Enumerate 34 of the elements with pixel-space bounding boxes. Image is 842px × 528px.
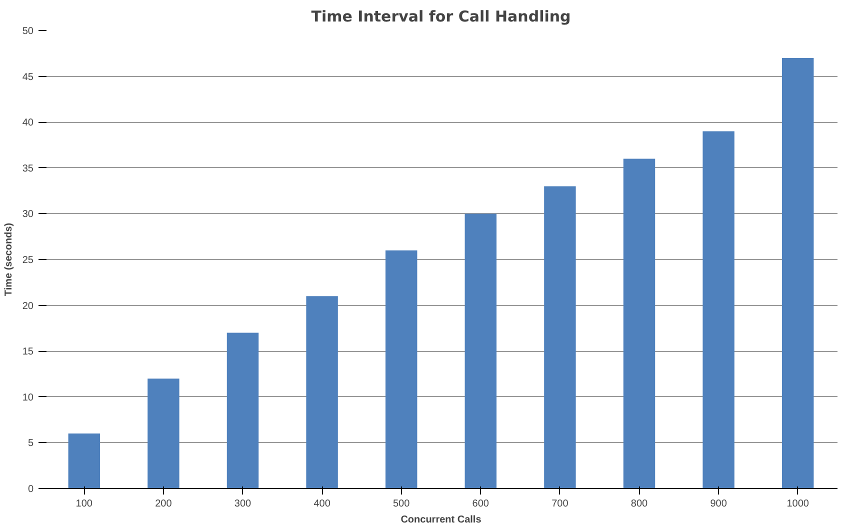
x-tick-label: 700 [552, 498, 569, 510]
y-tick-label: 35 [22, 163, 34, 174]
bar [148, 378, 180, 488]
bar [464, 214, 497, 488]
x-tick-label: 1000 [786, 498, 810, 510]
x-tick-label: 900 [710, 498, 728, 510]
x-tick-label: 600 [472, 498, 490, 510]
bar [702, 131, 734, 488]
y-tick-label: 15 [22, 346, 34, 358]
bar [306, 296, 338, 488]
y-tick-label: 0 [28, 484, 34, 495]
x-tick-label: 300 [234, 498, 252, 510]
x-tick-label: 500 [393, 498, 410, 510]
y-tick-label: 10 [22, 392, 34, 404]
y-tick-label: 40 [22, 118, 34, 129]
bar [385, 250, 418, 488]
y-tick-label: 20 [22, 300, 34, 312]
x-tick-label: 200 [155, 498, 172, 510]
y-axis-title: Time (seconds) [3, 222, 14, 296]
x-tick-label: 800 [630, 498, 648, 510]
bar [226, 332, 259, 488]
y-tick-label: 50 [22, 26, 34, 37]
x-tick-label: 400 [314, 498, 331, 510]
bar [782, 58, 814, 488]
bar [623, 158, 656, 488]
y-tick-label: 5 [28, 438, 34, 450]
x-tick-label: 100 [76, 498, 93, 510]
y-tick-label: 25 [22, 255, 34, 266]
x-axis-title: Concurrent Calls [400, 514, 482, 526]
y-tick-label: 30 [22, 209, 34, 220]
bar [544, 186, 576, 488]
y-tick-label: 45 [22, 72, 34, 83]
bar [68, 434, 100, 488]
chart-title: Time Interval for Call Handling [311, 8, 571, 26]
